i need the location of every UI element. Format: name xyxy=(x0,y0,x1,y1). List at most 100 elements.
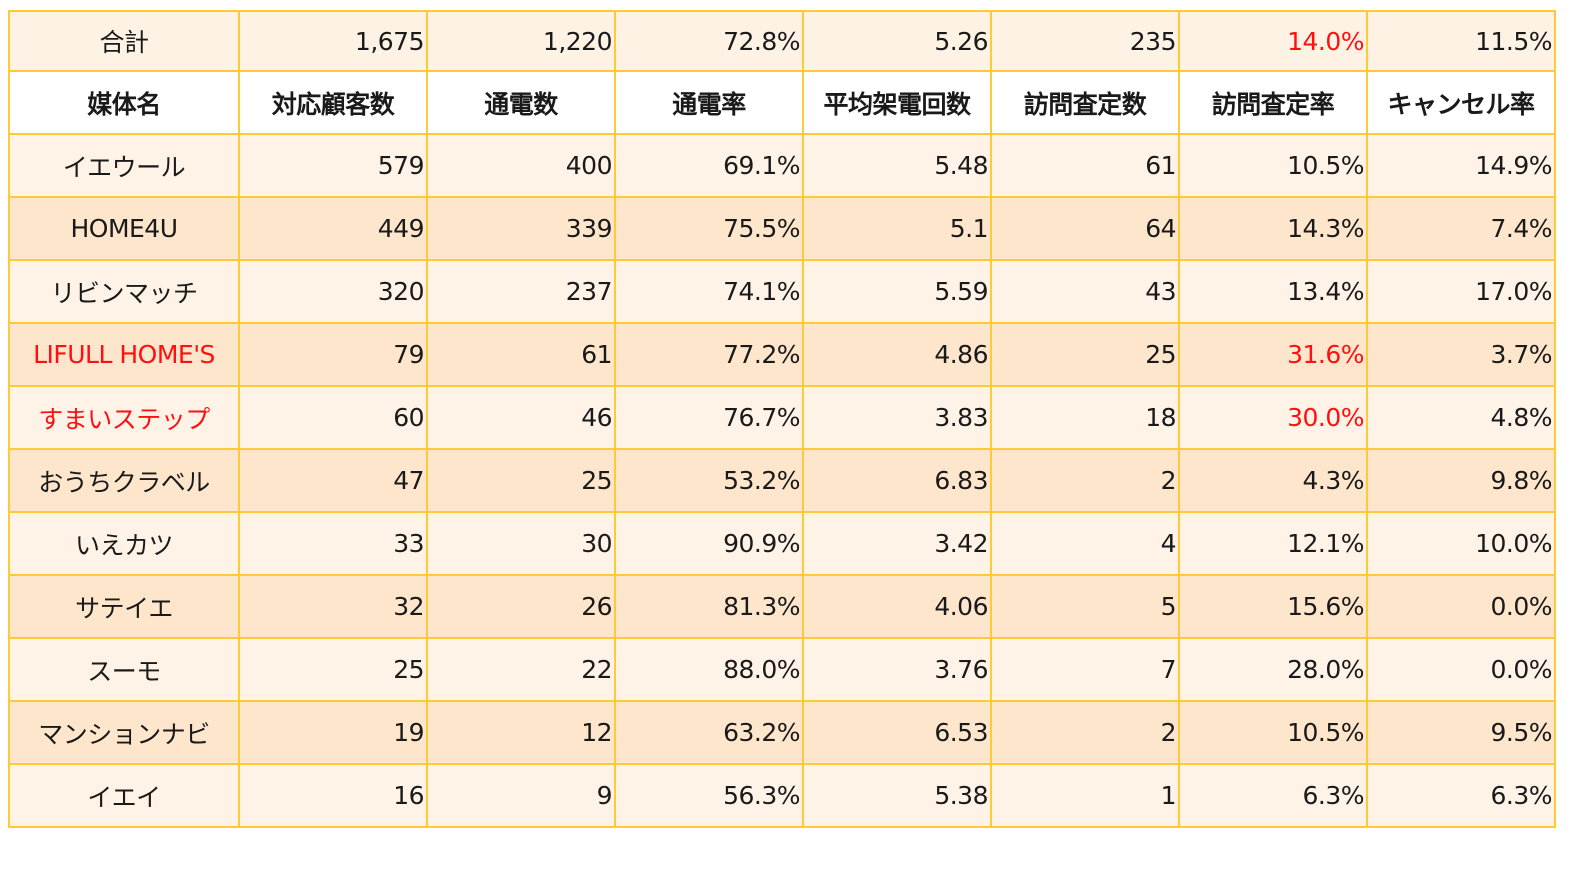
visit-rate-cell: 30.0% xyxy=(1178,385,1368,450)
table-row: イエウール 579 400 69.1% 5.48 61 10.5% 14.9% xyxy=(8,133,1556,198)
customers-cell: 33 xyxy=(238,511,428,576)
customers-cell: 579 xyxy=(238,133,428,198)
connected-cell: 9 xyxy=(426,763,616,828)
connect-rate-cell: 77.2% xyxy=(614,322,804,387)
connect-rate-cell: 56.3% xyxy=(614,763,804,828)
media-performance-table-container: 合計 1,675 1,220 72.8% 5.26 235 14.0% 11.5… xyxy=(8,10,1556,828)
avg-calls-cell: 5.1 xyxy=(802,196,992,261)
visits-cell: 4 xyxy=(990,511,1180,576)
connect-rate-cell: 81.3% xyxy=(614,574,804,639)
cancel-rate-cell: 4.8% xyxy=(1366,385,1556,450)
visits-cell: 1 xyxy=(990,763,1180,828)
visit-rate-cell: 28.0% xyxy=(1178,637,1368,702)
customers-cell: 19 xyxy=(238,700,428,765)
visit-rate-cell: 4.3% xyxy=(1178,448,1368,513)
connected-cell: 400 xyxy=(426,133,616,198)
cancel-rate-cell: 10.0% xyxy=(1366,511,1556,576)
media-name-cell: いえカツ xyxy=(8,511,240,576)
connected-cell: 61 xyxy=(426,322,616,387)
customers-cell: 320 xyxy=(238,259,428,324)
avg-calls-cell: 6.53 xyxy=(802,700,992,765)
column-header-connect-rate: 通電率 xyxy=(614,70,804,135)
visit-rate-cell: 14.3% xyxy=(1178,196,1368,261)
connect-rate-cell: 90.9% xyxy=(614,511,804,576)
table-row: マンションナビ 19 12 63.2% 6.53 2 10.5% 9.5% xyxy=(8,700,1556,765)
customers-cell: 47 xyxy=(238,448,428,513)
connect-rate-cell: 69.1% xyxy=(614,133,804,198)
media-name-cell: リビンマッチ xyxy=(8,259,240,324)
table-row: すまいステップ 60 46 76.7% 3.83 18 30.0% 4.8% xyxy=(8,385,1556,450)
visits-cell: 61 xyxy=(990,133,1180,198)
avg-calls-cell: 4.06 xyxy=(802,574,992,639)
avg-calls-cell: 6.83 xyxy=(802,448,992,513)
visits-cell: 64 xyxy=(990,196,1180,261)
column-header-media-name: 媒体名 xyxy=(8,70,240,135)
visit-rate-cell: 6.3% xyxy=(1178,763,1368,828)
avg-calls-cell: 4.86 xyxy=(802,322,992,387)
customers-cell: 79 xyxy=(238,322,428,387)
media-name-cell: すまいステップ xyxy=(8,385,240,450)
visit-rate-cell: 31.6% xyxy=(1178,322,1368,387)
total-customers: 1,675 xyxy=(238,10,428,72)
visits-cell: 5 xyxy=(990,574,1180,639)
connected-cell: 339 xyxy=(426,196,616,261)
connect-rate-cell: 88.0% xyxy=(614,637,804,702)
connect-rate-cell: 76.7% xyxy=(614,385,804,450)
cancel-rate-cell: 0.0% xyxy=(1366,574,1556,639)
visit-rate-cell: 15.6% xyxy=(1178,574,1368,639)
table-row: リビンマッチ 320 237 74.1% 5.59 43 13.4% 17.0% xyxy=(8,259,1556,324)
cancel-rate-cell: 6.3% xyxy=(1366,763,1556,828)
connected-cell: 30 xyxy=(426,511,616,576)
column-header-customers: 対応顧客数 xyxy=(238,70,428,135)
visit-rate-cell: 10.5% xyxy=(1178,133,1368,198)
avg-calls-cell: 3.76 xyxy=(802,637,992,702)
cancel-rate-cell: 7.4% xyxy=(1366,196,1556,261)
visits-cell: 18 xyxy=(990,385,1180,450)
total-label: 合計 xyxy=(8,10,240,72)
media-performance-table: 合計 1,675 1,220 72.8% 5.26 235 14.0% 11.5… xyxy=(8,10,1556,828)
cancel-rate-cell: 9.5% xyxy=(1366,700,1556,765)
connected-cell: 26 xyxy=(426,574,616,639)
connected-cell: 25 xyxy=(426,448,616,513)
table-row: LIFULL HOME'S 79 61 77.2% 4.86 25 31.6% 3.7% xyxy=(8,322,1556,387)
table-row: スーモ 25 22 88.0% 3.76 7 28.0% 0.0% xyxy=(8,637,1556,702)
connect-rate-cell: 63.2% xyxy=(614,700,804,765)
total-cancel-rate: 11.5% xyxy=(1366,10,1556,72)
media-name-cell: スーモ xyxy=(8,637,240,702)
media-name-cell: おうちクラベル xyxy=(8,448,240,513)
total-connect-rate: 72.8% xyxy=(614,10,804,72)
visit-rate-cell: 13.4% xyxy=(1178,259,1368,324)
visits-cell: 43 xyxy=(990,259,1180,324)
table-row: おうちクラベル 47 25 53.2% 6.83 2 4.3% 9.8% xyxy=(8,448,1556,513)
column-header-avg-calls: 平均架電回数 xyxy=(802,70,992,135)
cancel-rate-cell: 0.0% xyxy=(1366,637,1556,702)
media-name-cell: イエイ xyxy=(8,763,240,828)
header-row: 媒体名 対応顧客数 通電数 通電率 平均架電回数 訪問査定数 訪問査定率 キャン… xyxy=(8,70,1556,135)
avg-calls-cell: 5.38 xyxy=(802,763,992,828)
column-header-cancel-rate: キャンセル率 xyxy=(1366,70,1556,135)
visits-cell: 2 xyxy=(990,700,1180,765)
media-name-cell: マンションナビ xyxy=(8,700,240,765)
visit-rate-cell: 12.1% xyxy=(1178,511,1368,576)
media-name-cell: イエウール xyxy=(8,133,240,198)
customers-cell: 25 xyxy=(238,637,428,702)
total-visit-rate: 14.0% xyxy=(1178,10,1368,72)
column-header-visits: 訪問査定数 xyxy=(990,70,1180,135)
connected-cell: 12 xyxy=(426,700,616,765)
customers-cell: 32 xyxy=(238,574,428,639)
total-connected: 1,220 xyxy=(426,10,616,72)
table-row: いえカツ 33 30 90.9% 3.42 4 12.1% 10.0% xyxy=(8,511,1556,576)
total-avg-calls: 5.26 xyxy=(802,10,992,72)
connected-cell: 237 xyxy=(426,259,616,324)
visit-rate-cell: 10.5% xyxy=(1178,700,1368,765)
column-header-visit-rate: 訪問査定率 xyxy=(1178,70,1368,135)
connected-cell: 46 xyxy=(426,385,616,450)
table-row: サテイエ 32 26 81.3% 4.06 5 15.6% 0.0% xyxy=(8,574,1556,639)
media-name-cell: LIFULL HOME'S xyxy=(8,322,240,387)
table-row: HOME4U 449 339 75.5% 5.1 64 14.3% 7.4% xyxy=(8,196,1556,261)
cancel-rate-cell: 17.0% xyxy=(1366,259,1556,324)
connect-rate-cell: 53.2% xyxy=(614,448,804,513)
avg-calls-cell: 3.42 xyxy=(802,511,992,576)
avg-calls-cell: 5.48 xyxy=(802,133,992,198)
visits-cell: 7 xyxy=(990,637,1180,702)
